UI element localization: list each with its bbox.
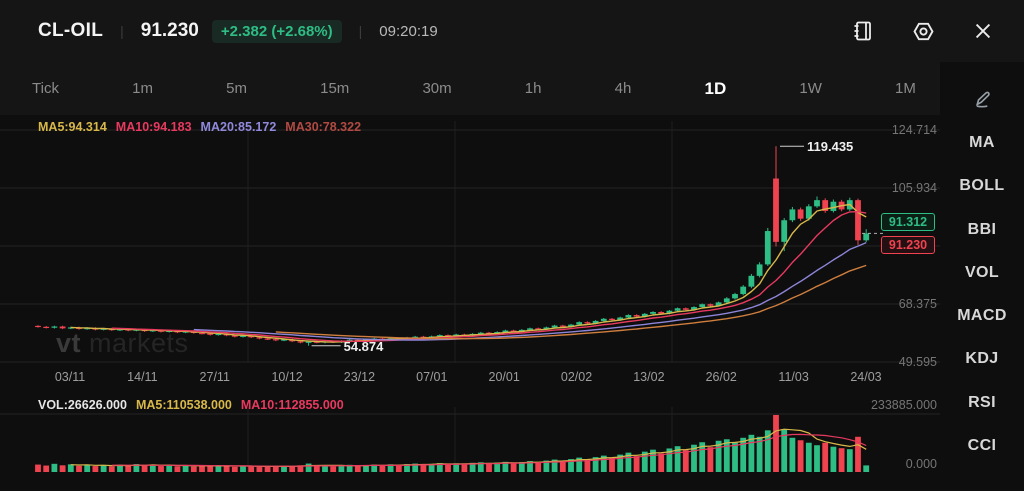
header-divider: |: [358, 23, 363, 39]
sidebar-item-rsi[interactable]: RSI: [968, 393, 996, 411]
sidebar-item-ma[interactable]: MA: [969, 133, 995, 151]
sidebar-item-bbi[interactable]: BBI: [967, 220, 997, 238]
journal-icon[interactable]: [851, 19, 875, 43]
date-axis-label: 02/02: [560, 370, 593, 384]
date-axis-label: 27/11: [199, 370, 230, 384]
volume-label: MA5:110538.000: [135, 398, 232, 412]
tab-4h[interactable]: 4h: [614, 80, 632, 97]
high-price-annotation: 119.435: [807, 139, 854, 155]
tab-15m[interactable]: 15m: [320, 80, 350, 97]
sidebar-item-kdj[interactable]: KDJ: [965, 350, 999, 368]
date-axis-label: 24/03: [850, 370, 882, 384]
close-icon[interactable]: [972, 20, 994, 42]
change-badge: +2.382 (+2.68%): [211, 19, 342, 43]
date-axis-label: 11/03: [778, 370, 809, 384]
tab-tick[interactable]: Tick: [32, 80, 59, 97]
server-time: 09:20:19: [379, 22, 438, 40]
sidebar-item-vol[interactable]: VOL: [964, 263, 1000, 281]
date-axis-label: 10/12: [271, 370, 303, 384]
date-axis-label: 03/11: [54, 370, 86, 384]
tab-1m[interactable]: 1m: [132, 80, 153, 97]
price-axis-label: 49.595: [898, 355, 937, 370]
price-axis-label: 68.375: [898, 297, 937, 312]
date-axis-label: 26/02: [705, 370, 737, 384]
tab-5m[interactable]: 5m: [226, 80, 247, 97]
date-axis-label: 13/02: [633, 370, 665, 384]
header-icons: [851, 19, 994, 44]
chart-region: vt markets MA5:94.314 MA10:94.183 MA20:85.…: [0, 115, 940, 491]
ma-label: MA10:94.183: [115, 120, 192, 134]
volume-label: MA10:112855.000: [240, 398, 344, 412]
candlestick-chart-canvas[interactable]: [0, 115, 940, 491]
sidebar-item-macd[interactable]: MACD: [957, 307, 1007, 325]
price-tag-lower: 91.230: [881, 236, 935, 254]
header-bar: CL-OIL | 91.230 +2.382 (+2.68%) | 09:20:…: [0, 0, 1024, 62]
settings-icon[interactable]: [911, 19, 936, 44]
ma-label: MA5:94.314: [38, 120, 107, 134]
vt-markets-watermark: vt markets: [56, 328, 189, 358]
volume-overlay-labels: VOL:26626.000 MA5:110538.000 MA10:112855.0…: [38, 398, 344, 412]
tab-1m[interactable]: 1M: [895, 80, 916, 97]
last-price: 91.230: [140, 20, 199, 41]
volume-axis-min-label: 0.000: [905, 457, 937, 471]
price-axis-label: 124.714: [891, 122, 937, 137]
date-axis-label: 23/12: [343, 370, 376, 384]
tab-30m[interactable]: 30m: [422, 80, 452, 97]
tab-1w[interactable]: 1W: [799, 80, 822, 97]
sidebar-item-cci[interactable]: CCI: [967, 437, 997, 455]
date-axis-label: 07/01: [416, 370, 448, 384]
timeframe-tabs: Tick 1m 5m 15m 30m 1h 4h 1D 1W 1M: [0, 62, 940, 115]
pencil-icon[interactable]: [940, 78, 1024, 121]
date-axis-label: 20/01: [488, 370, 520, 384]
ma-overlay-labels: MA5:94.314 MA10:94.183 MA20:85.172 MA30:78.…: [38, 120, 361, 134]
indicator-sidebar: MA BOLL BBI VOL MACD KDJ RSI CCI: [940, 78, 1024, 491]
ma-label: MA30:78.322: [285, 120, 362, 134]
sidebar-item-boll[interactable]: BOLL: [959, 177, 1005, 195]
price-tag-upper: 91.312: [881, 213, 935, 231]
volume-label: VOL:26626.000: [38, 398, 127, 412]
header-divider: |: [120, 23, 124, 39]
price-axis-label: 105.934: [891, 181, 937, 195]
volume-axis-max-label: 233885.000: [870, 398, 937, 412]
tab-1h[interactable]: 1h: [524, 80, 542, 97]
date-axis-label: 14/11: [127, 370, 158, 384]
low-price-annotation: 54.874: [343, 338, 384, 354]
tab-1d[interactable]: 1D: [704, 78, 727, 98]
ma-label: MA20:85.172: [200, 120, 277, 134]
symbol-name: CL-OIL: [38, 20, 104, 41]
